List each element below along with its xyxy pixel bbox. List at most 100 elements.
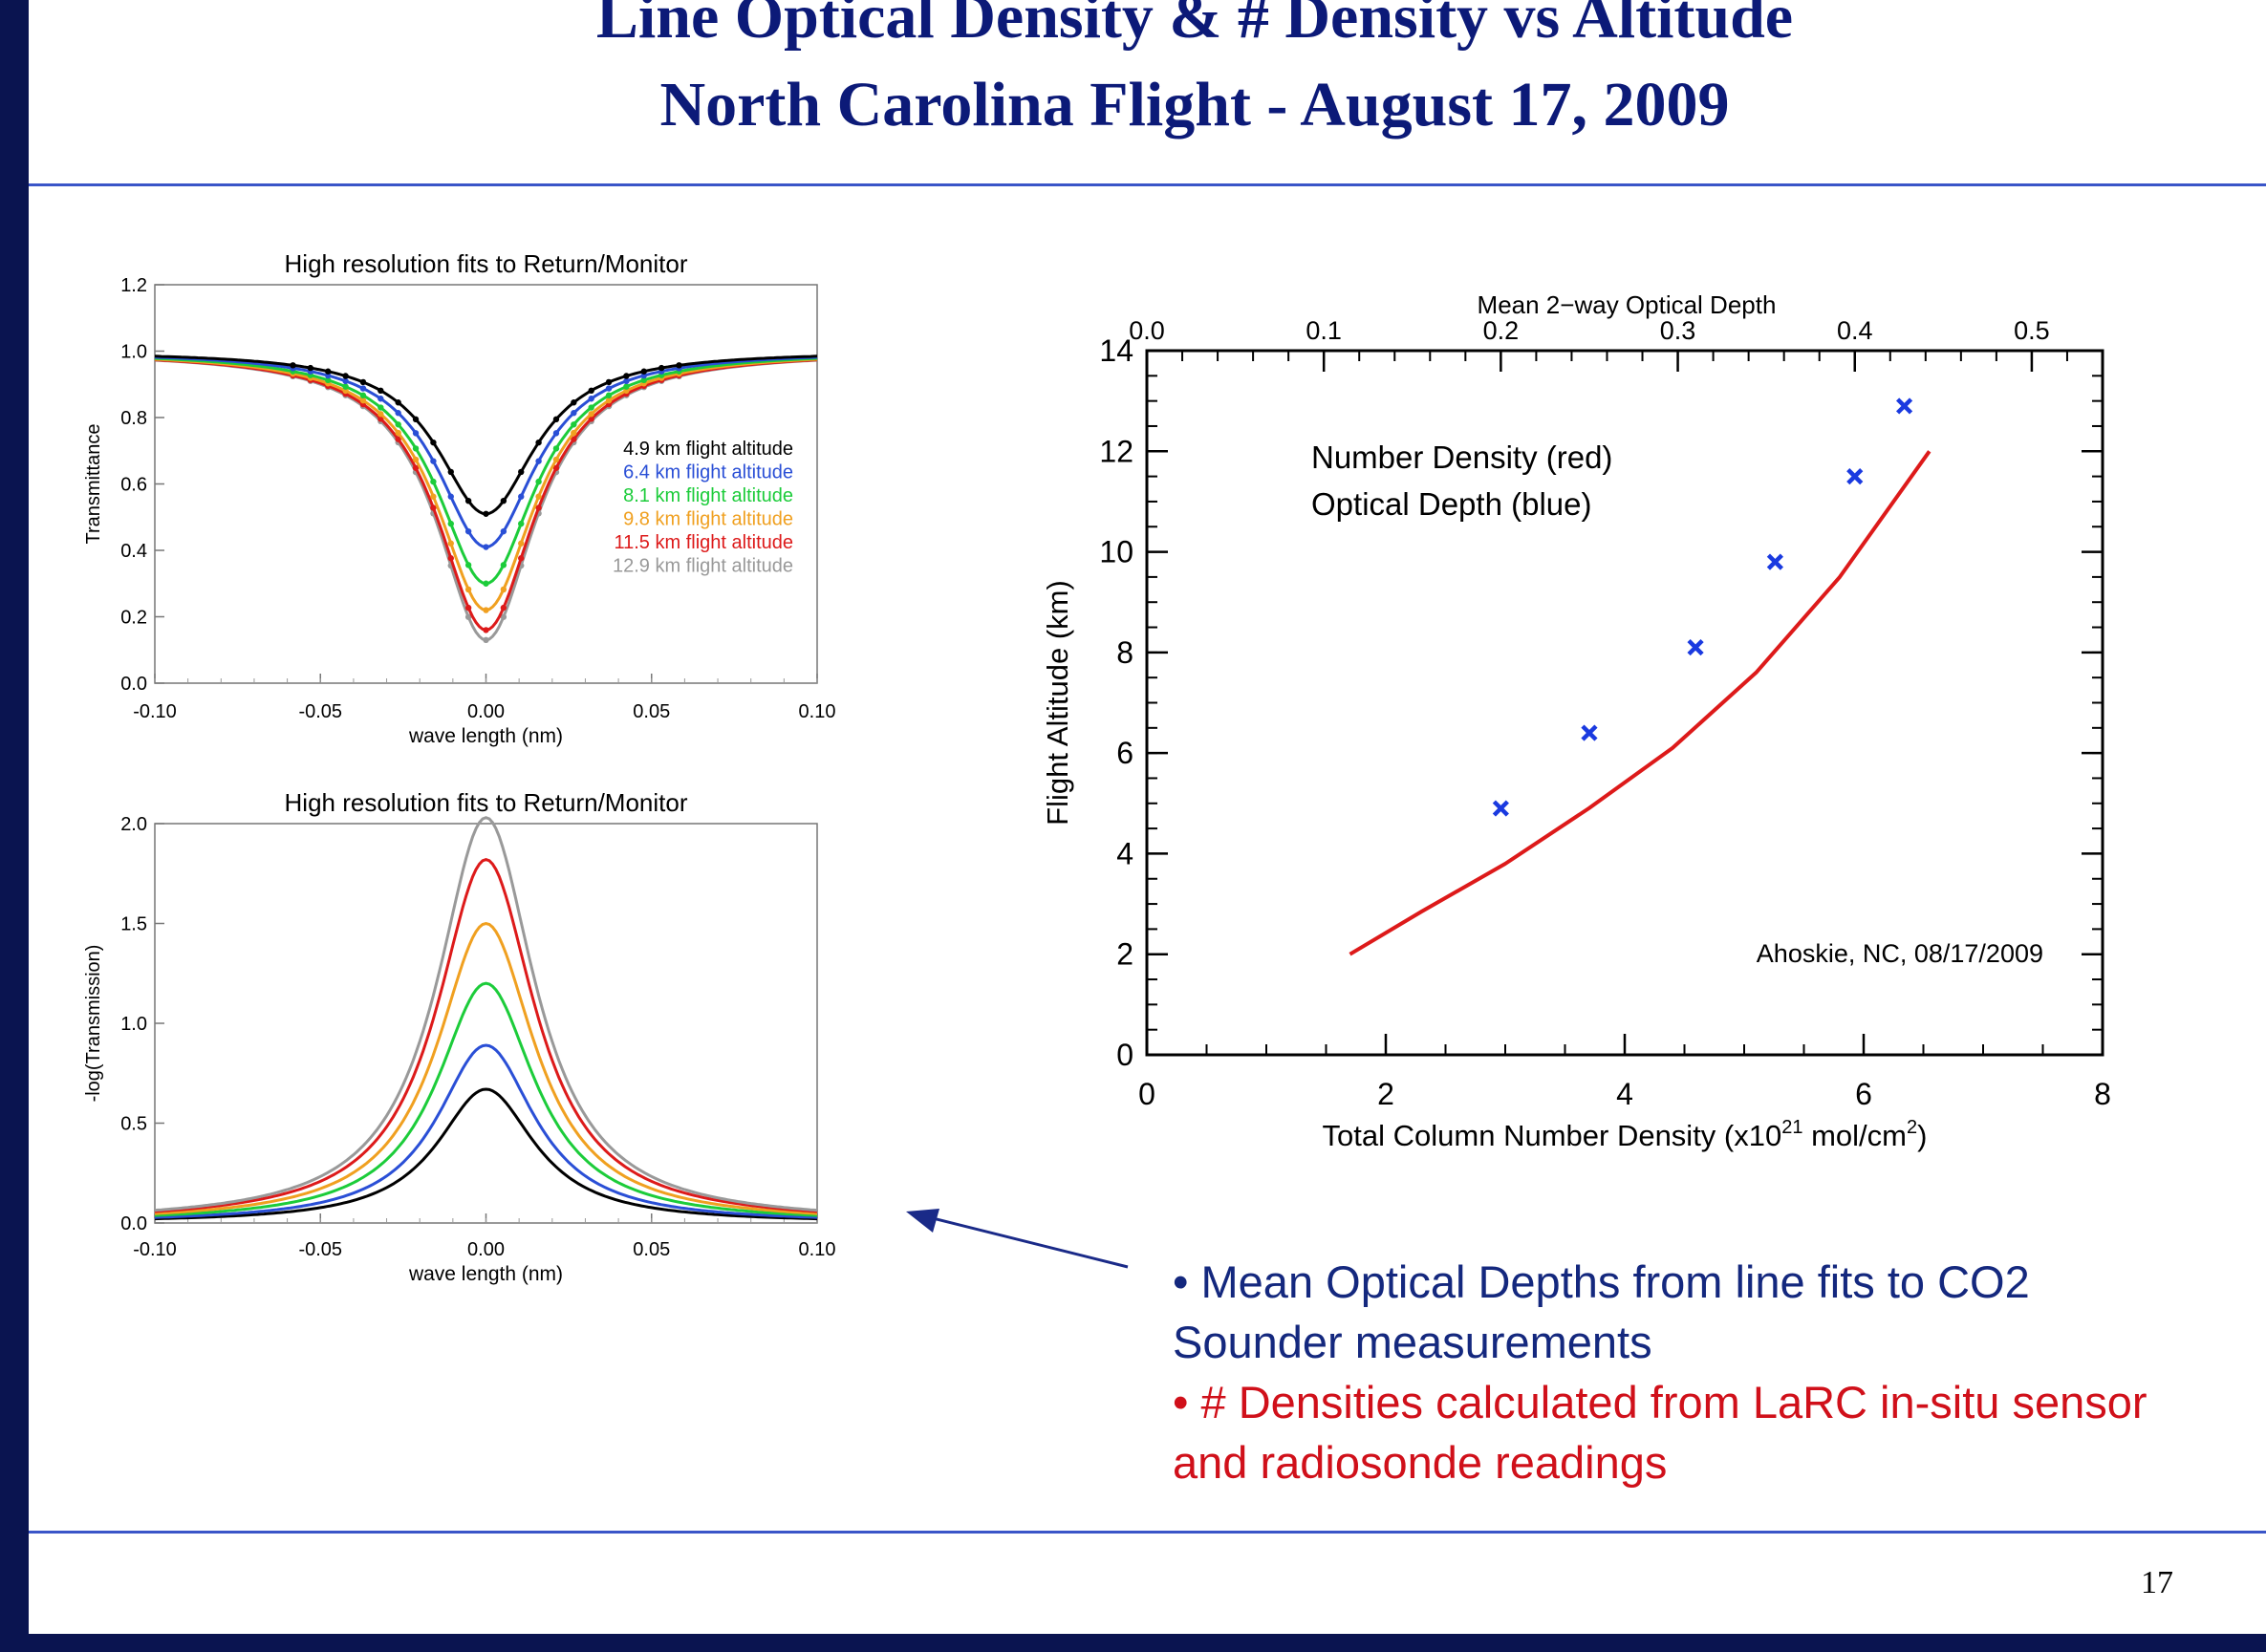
transmittance-point-5 — [464, 613, 472, 620]
x-tick-label: 4 — [1616, 1077, 1633, 1111]
y-axis-label: Flight Altitude (km) — [1041, 580, 1074, 826]
legend-entry-3: 9.8 km flight altitude — [623, 509, 793, 530]
transmittance-point-3 — [535, 493, 542, 500]
transmittance-point-0 — [447, 468, 454, 476]
transmittance-point-0 — [535, 439, 542, 446]
x-axis-label: wave length (nm) — [408, 1263, 563, 1285]
transmittance-point-1 — [342, 377, 349, 385]
transmittance-point-4 — [464, 604, 472, 611]
y-tick-label: 14 — [1099, 333, 1133, 368]
y-tick-label: 2.0 — [120, 814, 147, 835]
x-axis-label-superscript: 21 — [1781, 1117, 1802, 1138]
x2-tick-label: 0.1 — [1306, 316, 1342, 345]
transmittance-point-4 — [430, 504, 437, 511]
transmittance-point-1 — [430, 458, 437, 464]
legend-entry-0: 4.9 km flight altitude — [623, 439, 793, 460]
transmittance-point-1 — [552, 430, 560, 437]
transmittance-point-3 — [395, 429, 401, 437]
y-tick-label: 1.0 — [120, 1014, 147, 1035]
transmittance-point-1 — [464, 527, 472, 535]
y-tick-label: 0.6 — [120, 475, 147, 496]
transmittance-point-5 — [500, 613, 507, 620]
transmittance-point-0 — [483, 510, 489, 517]
y-tick-label: 8 — [1116, 635, 1133, 670]
absorbance-series-3 — [154, 921, 818, 1215]
transmittance-point-1 — [605, 385, 613, 392]
transmittance-point-1 — [500, 527, 507, 535]
transmittance-point-2 — [500, 562, 507, 569]
transmittance-point-2 — [518, 520, 525, 527]
transmittance-point-0 — [378, 387, 384, 395]
transmittance-point-2 — [378, 404, 384, 411]
transmittance-point-0 — [588, 387, 594, 395]
y-tick-label: 1.0 — [120, 342, 147, 363]
bullet-list: • Mean Optical Depths from line fits to … — [1173, 1252, 2167, 1492]
x-tick-label: 0.05 — [633, 1239, 670, 1260]
transmittance-point-3 — [359, 397, 367, 404]
y-tick-label: 12 — [1099, 434, 1133, 468]
transmittance-point-3 — [588, 411, 594, 418]
y-axis-label: -log(Transmission) — [83, 945, 104, 1103]
bottom-frame-bar — [0, 1634, 2266, 1652]
transmittance-point-4 — [518, 555, 525, 562]
transmittance-point-3 — [378, 411, 384, 418]
transmittance-point-0 — [307, 364, 314, 372]
legend-entry-5: 12.9 km flight altitude — [613, 556, 793, 577]
transmittance-point-4 — [552, 464, 560, 471]
footer-rule — [29, 1531, 2266, 1534]
y-tick-label: 6 — [1116, 736, 1133, 770]
transmittance-point-3 — [447, 540, 454, 547]
x-tick-label: -0.05 — [298, 1239, 342, 1260]
transmittance-point-0 — [342, 373, 349, 379]
transmittance-point-0 — [518, 468, 525, 476]
x2-tick-label: 0.4 — [1837, 316, 1873, 345]
transmittance-point-2 — [359, 392, 367, 399]
absorbance-series-1 — [154, 1043, 818, 1219]
transmittance-point-2 — [430, 478, 437, 485]
transmittance-point-0 — [359, 378, 367, 386]
y-tick-label: 0.5 — [120, 1114, 147, 1135]
legend-line-0: Number Density (red) — [1311, 440, 1612, 475]
x-tick-label: -0.10 — [133, 701, 177, 722]
title-rule — [29, 183, 2266, 186]
number-density-curve — [1349, 450, 1931, 956]
slide-title-line2: North Carolina Flight - August 17, 2009 — [659, 70, 1730, 139]
transmittance-point-4 — [412, 464, 420, 471]
transmittance-point-2 — [623, 383, 630, 390]
x-tick-label: 6 — [1855, 1077, 1872, 1111]
transmittance-point-2 — [571, 421, 577, 428]
transmittance-point-2 — [464, 562, 472, 569]
transmittance-point-1 — [571, 410, 577, 417]
x2-tick-label: 0.5 — [2014, 316, 2050, 345]
transmittance-point-0 — [552, 416, 560, 423]
x-axis-label-superscript: 2 — [1907, 1117, 1917, 1138]
transmittance-point-1 — [518, 493, 525, 500]
optical-depth-point — [1687, 639, 1704, 656]
y-tick-label: 0.8 — [120, 408, 147, 429]
x-axis-label-part: mol/cm — [1802, 1119, 1907, 1152]
transmittance-point-1 — [623, 377, 630, 385]
page-number: 17 — [2141, 1565, 2173, 1600]
chart-title: High resolution fits to Return/Monitor — [285, 788, 688, 817]
transmittance-point-0 — [464, 497, 472, 504]
optical-depth-point — [1492, 800, 1509, 817]
transmittance-point-2 — [342, 383, 349, 390]
transmittance-point-1 — [483, 544, 489, 550]
transmittance-point-0 — [395, 399, 401, 406]
transmittance-point-1 — [359, 385, 367, 392]
transmittance-point-5 — [483, 636, 489, 644]
transmittance-point-4 — [483, 627, 489, 633]
transmittance-point-0 — [412, 416, 420, 423]
y-tick-label: 0 — [1116, 1038, 1133, 1072]
slide-title-line1: Line Optical Density & # Density vs Alti… — [595, 0, 1794, 52]
transmittance-point-3 — [518, 540, 525, 547]
transmittance-point-0 — [325, 368, 332, 375]
transmittance-point-4 — [571, 436, 577, 442]
transmittance-point-2 — [395, 421, 401, 428]
x-tick-label: 0.00 — [467, 701, 505, 722]
bullet-number-density: • # Densities calculated from LaRC in-si… — [1173, 1377, 2147, 1488]
x-tick-label: -0.05 — [298, 701, 342, 722]
transmittance-point-0 — [676, 362, 682, 369]
